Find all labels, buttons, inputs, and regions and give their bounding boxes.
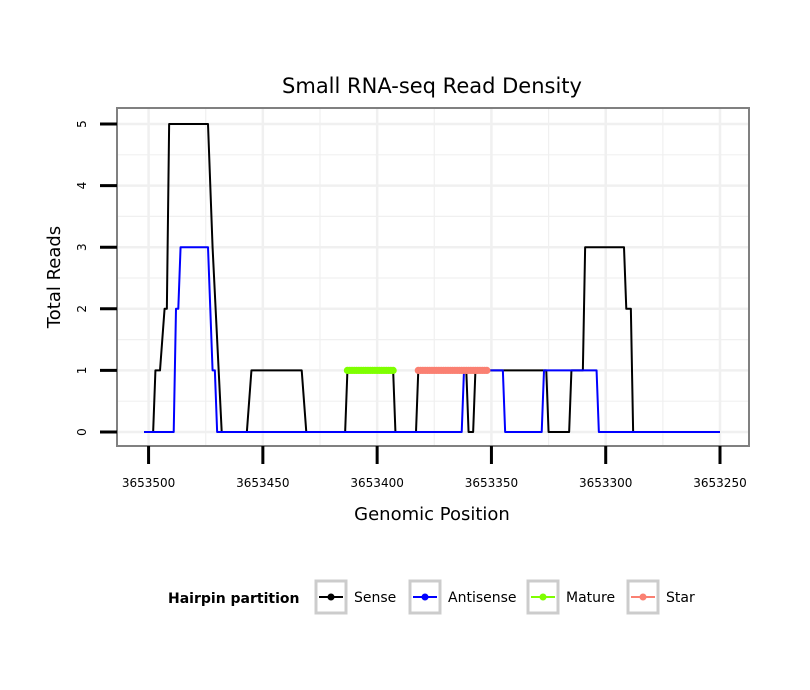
y-tick-label: 4 [75,182,89,190]
legend-label: Antisense [448,590,517,606]
y-axis: 0 1 2 3 4 5 [75,120,117,436]
legend: Hairpin partition Sense Antisense Mature St… [168,579,695,615]
y-tick-label: 5 [75,120,89,128]
series-line-antisense [144,246,720,433]
series-point-star [483,366,491,374]
x-tick-label: 3653300 [579,476,632,490]
y-tick-label: 0 [75,428,89,436]
legend-key-dot [539,593,547,601]
y-tick-label: 3 [75,243,89,251]
legend-entry-sense: Sense [314,579,396,615]
x-tick-label: 3653350 [465,476,518,490]
x-axis: 3653500 3653450 3653400 3653350 3653300 36532… [122,446,747,490]
legend-entry-mature: Mature [526,579,615,615]
legend-title: Hairpin partition [168,591,299,607]
legend-key-dot [327,593,335,601]
series-lines [144,123,720,433]
y-tick-label: 1 [75,367,89,375]
chart-title: Small RNA-seq Read Density [282,74,582,98]
legend-label: Sense [354,590,396,606]
legend-label: Star [666,590,695,606]
x-tick-label: 3653250 [693,476,746,490]
x-axis-label: Genomic Position [354,504,510,525]
legend-entry-antisense: Antisense [408,579,517,615]
plot-panel-border [116,107,750,447]
y-axis-label: Total Reads [44,226,65,329]
legend-key-dot [421,593,429,601]
legend-key-dot [639,593,647,601]
x-tick-label: 3653500 [122,476,175,490]
y-tick-label: 2 [75,305,89,313]
legend-entry-star: Star [626,579,695,615]
series-point-mature [389,366,397,374]
legend-label: Mature [566,590,615,606]
x-tick-label: 3653400 [350,476,403,490]
x-tick-label: 3653450 [236,476,289,490]
grid-lines [117,108,749,446]
